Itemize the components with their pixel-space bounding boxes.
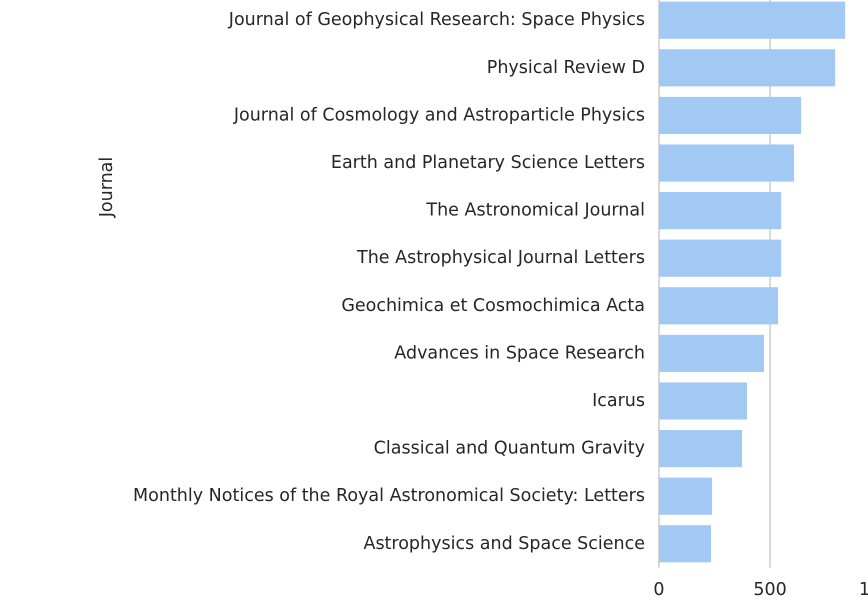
bar xyxy=(659,477,713,515)
x-tick-label: 0 xyxy=(653,580,664,600)
bar xyxy=(659,525,711,563)
y-axis-label: Journal xyxy=(97,157,117,219)
y-tick-label: Journal of Geophysical Research: Space P… xyxy=(228,10,645,30)
bar xyxy=(659,144,795,182)
bar xyxy=(659,334,765,372)
bar xyxy=(659,96,802,134)
bar xyxy=(659,239,782,277)
bar xyxy=(659,382,747,420)
y-tick-label: Geochimica et Cosmochimica Acta xyxy=(341,296,645,316)
bar xyxy=(659,1,846,39)
y-tick-label: Classical and Quantum Gravity xyxy=(374,439,645,459)
bar xyxy=(659,287,779,325)
y-tick-label: Earth and Planetary Science Letters xyxy=(331,153,645,173)
y-tick-label: Monthly Notices of the Royal Astronomica… xyxy=(133,486,645,506)
y-tick-label: The Astrophysical Journal Letters xyxy=(356,248,645,268)
y-tick-label: The Astronomical Journal xyxy=(425,201,645,221)
y-tick-label: Journal of Cosmology and Astroparticle P… xyxy=(233,105,645,125)
x-tick-label: 500 xyxy=(753,580,786,600)
bar xyxy=(659,192,782,230)
y-tick-label: Physical Review D xyxy=(487,58,645,78)
y-tick-label: Astrophysics and Space Science xyxy=(363,534,645,554)
y-tick-label: Advances in Space Research xyxy=(394,343,645,363)
bar xyxy=(659,430,743,468)
x-tick-label: 1000 xyxy=(859,580,868,600)
y-tick-label: Icarus xyxy=(592,391,645,411)
bar xyxy=(659,49,836,87)
